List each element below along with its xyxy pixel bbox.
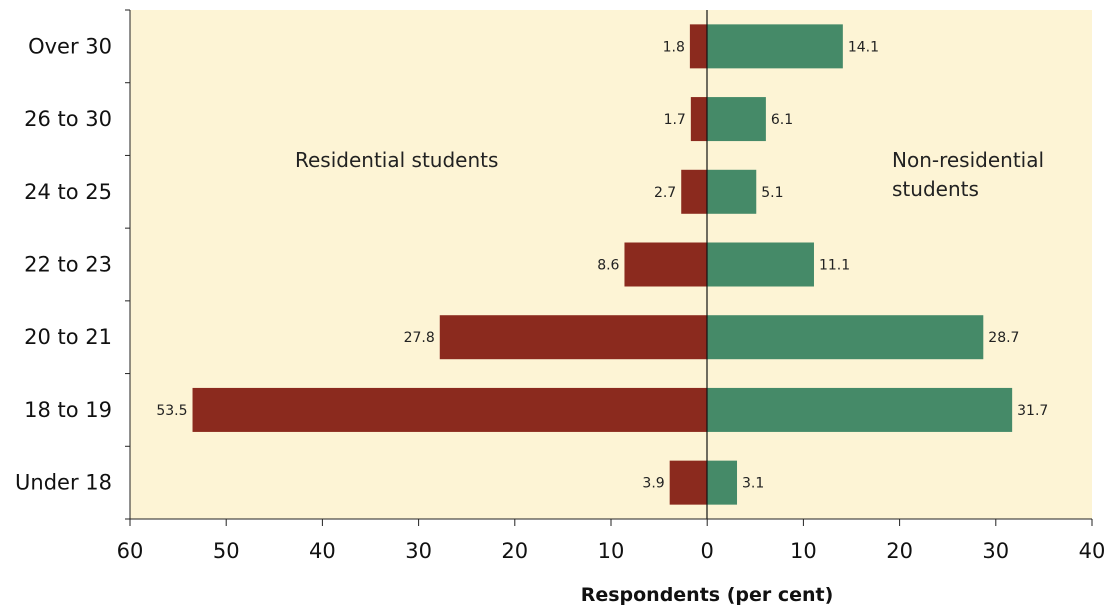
bar-non-residential (707, 24, 843, 69)
value-label-non-residential: 5.1 (761, 185, 783, 201)
value-label-residential: 3.9 (642, 476, 664, 492)
category-label: 26 to 30 (24, 107, 112, 131)
category-label: 18 to 19 (24, 398, 112, 422)
x-tick-label: 20 (501, 539, 528, 563)
annotation-non-residential-line2: students (892, 177, 979, 201)
bar-non-residential (707, 387, 1013, 432)
bar-residential (624, 242, 708, 287)
y-axis-ticks (125, 9, 130, 520)
value-label-non-residential: 6.1 (771, 112, 793, 128)
x-tick-label: 10 (790, 539, 817, 563)
category-label: Over 30 (28, 34, 112, 58)
x-tick-label: 0 (701, 539, 714, 563)
bar-non-residential (707, 97, 766, 142)
bar-residential (689, 24, 708, 69)
x-tick-label: 30 (405, 539, 432, 563)
category-label: 20 to 21 (24, 325, 112, 349)
value-label-residential: 27.8 (404, 330, 435, 346)
x-tick-label: 30 (982, 539, 1009, 563)
bar-residential (192, 387, 708, 432)
category-label: 22 to 23 (24, 253, 112, 277)
value-label-residential: 1.7 (664, 112, 686, 128)
bar-residential (681, 169, 708, 214)
bar-residential (439, 315, 708, 360)
x-tick-label: 50 (213, 539, 240, 563)
category-label: 24 to 25 (24, 180, 112, 204)
x-tick-label: 40 (1079, 539, 1106, 563)
x-axis-ticks: 60 50 40 30 20 10 0 10 20 30 40 (117, 519, 1106, 563)
value-label-residential: 2.7 (654, 185, 676, 201)
x-tick-label: 60 (117, 539, 144, 563)
plot-area (130, 10, 1092, 519)
bar-residential (690, 97, 708, 142)
value-label-non-residential: 31.7 (1017, 403, 1048, 419)
bar-non-residential (707, 315, 984, 360)
bar-non-residential (707, 460, 738, 505)
x-tick-label: 10 (598, 539, 625, 563)
annotation-residential: Residential students (295, 148, 498, 172)
x-axis-label: Respondents (per cent) (581, 584, 834, 606)
annotation-non-residential-line1: Non-residential (892, 148, 1044, 172)
bars (192, 24, 1013, 505)
x-tick-label: 40 (309, 539, 336, 563)
bar-residential (669, 460, 708, 505)
bar-non-residential (707, 242, 814, 287)
value-label-non-residential: 11.1 (819, 258, 850, 274)
value-label-non-residential: 3.1 (742, 476, 764, 492)
x-tick-label: 20 (886, 539, 913, 563)
value-label-non-residential: 28.7 (988, 330, 1019, 346)
bar-non-residential (707, 169, 757, 214)
value-labels: 1.8 14.1 1.7 6.1 2.7 5.1 8.6 11.1 27.8 28.7 53.5 31… (156, 39, 1048, 491)
value-label-non-residential: 14.1 (848, 39, 879, 55)
value-label-residential: 53.5 (156, 403, 187, 419)
category-label: Under 18 (15, 471, 112, 495)
category-labels: Over 30 26 to 30 24 to 25 22 to 23 20 to 21 1… (15, 34, 112, 494)
value-label-residential: 8.6 (597, 258, 619, 274)
value-label-residential: 1.8 (663, 39, 685, 55)
